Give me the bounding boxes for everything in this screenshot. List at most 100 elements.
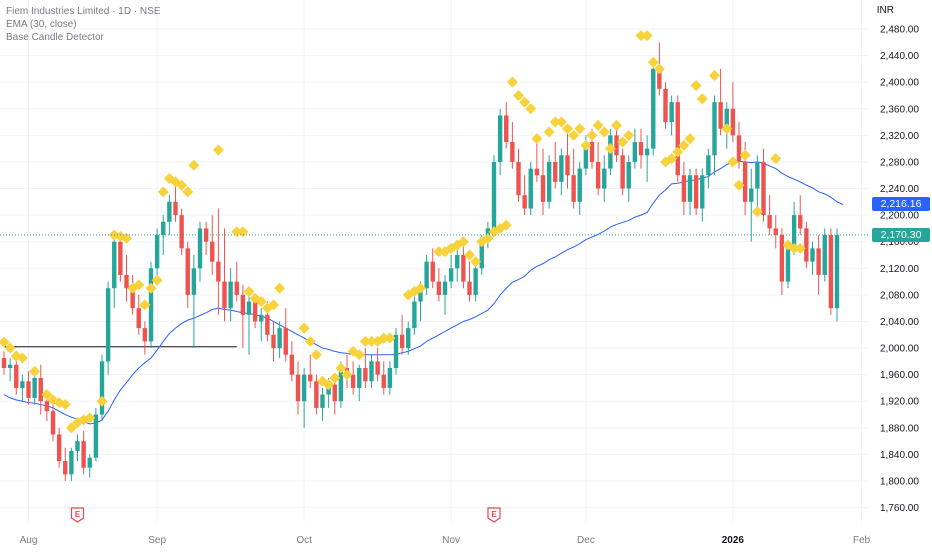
candle[interactable]	[553, 142, 558, 189]
candle[interactable]	[816, 235, 821, 295]
candle[interactable]	[320, 387, 325, 422]
candle[interactable]	[412, 294, 417, 335]
candle[interactable]	[706, 148, 711, 189]
candle[interactable]	[185, 241, 190, 309]
candle[interactable]	[644, 135, 650, 182]
candle[interactable]	[50, 404, 56, 442]
candle[interactable]	[675, 95, 680, 182]
candle[interactable]	[228, 268, 233, 322]
earnings-marker[interactable]: E	[487, 507, 501, 523]
candle[interactable]	[7, 358, 13, 382]
candle[interactable]	[283, 308, 288, 362]
candle[interactable]	[528, 161, 533, 216]
candle[interactable]	[595, 142, 601, 196]
candle[interactable]	[38, 364, 43, 415]
candle[interactable]	[798, 195, 803, 236]
candle[interactable]	[693, 168, 699, 216]
candle[interactable]	[363, 348, 368, 388]
candle[interactable]	[461, 245, 466, 289]
candle[interactable]	[491, 155, 497, 236]
candle[interactable]	[620, 148, 625, 196]
candle[interactable]	[295, 361, 301, 415]
candle[interactable]	[767, 195, 772, 236]
candle[interactable]	[124, 255, 129, 302]
candle[interactable]	[565, 128, 570, 189]
candle[interactable]	[387, 361, 393, 395]
earnings-marker[interactable]: E	[70, 507, 85, 523]
candle[interactable]	[357, 364, 362, 402]
candle[interactable]	[430, 248, 435, 289]
candle[interactable]	[105, 281, 111, 375]
candle[interactable]	[755, 155, 760, 216]
candle[interactable]	[301, 368, 307, 428]
candle[interactable]	[828, 228, 834, 315]
candle[interactable]	[773, 215, 778, 249]
candle[interactable]	[20, 374, 25, 402]
candle[interactable]	[210, 215, 215, 275]
candle[interactable]	[577, 161, 582, 216]
candle[interactable]	[148, 261, 154, 349]
candles[interactable]	[1, 42, 840, 481]
candle[interactable]	[473, 261, 478, 302]
candle[interactable]	[761, 148, 766, 222]
candle[interactable]	[442, 274, 448, 315]
candle[interactable]	[522, 175, 527, 216]
candle[interactable]	[669, 95, 674, 136]
candle[interactable]	[632, 128, 638, 169]
candle[interactable]	[112, 235, 117, 309]
candle[interactable]	[154, 228, 160, 282]
candle[interactable]	[369, 354, 374, 388]
candle[interactable]	[234, 261, 239, 302]
candle[interactable]	[161, 215, 166, 255]
candle[interactable]	[651, 62, 656, 156]
candle[interactable]	[26, 371, 31, 405]
ema-30-line[interactable]	[3, 160, 844, 425]
candle[interactable]	[393, 328, 399, 375]
candle[interactable]	[497, 108, 503, 176]
candle[interactable]	[663, 82, 668, 129]
candle[interactable]	[516, 148, 521, 202]
candle[interactable]	[571, 148, 576, 209]
candle[interactable]	[246, 294, 252, 355]
candle[interactable]	[718, 68, 723, 136]
currency-label[interactable]: INR	[876, 5, 894, 16]
candle[interactable]	[455, 248, 460, 282]
candle[interactable]	[81, 431, 86, 475]
candle[interactable]	[810, 241, 815, 275]
candle[interactable]	[69, 447, 74, 481]
candle[interactable]	[191, 255, 197, 349]
candle[interactable]	[730, 82, 736, 142]
candle[interactable]	[399, 314, 405, 355]
candle[interactable]	[240, 284, 246, 349]
candle[interactable]	[63, 447, 68, 481]
candle[interactable]	[75, 434, 80, 462]
candle[interactable]	[271, 321, 276, 362]
candle[interactable]	[289, 341, 295, 382]
candle[interactable]	[259, 308, 264, 342]
candle[interactable]	[436, 268, 442, 302]
candle[interactable]	[834, 228, 840, 322]
candle[interactable]	[308, 354, 313, 388]
candle[interactable]	[546, 155, 552, 209]
candle[interactable]	[314, 374, 319, 415]
symbol-title[interactable]: Fiem Industries Limited · 1D · NSE	[6, 6, 161, 17]
candle[interactable]	[197, 221, 203, 282]
candle[interactable]	[277, 321, 282, 359]
candle[interactable]	[93, 407, 99, 462]
candle[interactable]	[822, 228, 827, 282]
candle[interactable]	[448, 255, 454, 289]
candle[interactable]	[381, 361, 386, 395]
candle[interactable]	[626, 155, 631, 202]
candle[interactable]	[350, 361, 356, 395]
candle[interactable]	[87, 454, 92, 478]
candle[interactable]	[804, 221, 809, 269]
candle[interactable]	[222, 228, 227, 322]
candle[interactable]	[559, 148, 564, 196]
candle[interactable]	[681, 161, 687, 216]
candle[interactable]	[142, 321, 148, 355]
candle[interactable]	[99, 354, 105, 422]
candle[interactable]	[700, 168, 705, 222]
candle[interactable]	[1, 351, 7, 375]
